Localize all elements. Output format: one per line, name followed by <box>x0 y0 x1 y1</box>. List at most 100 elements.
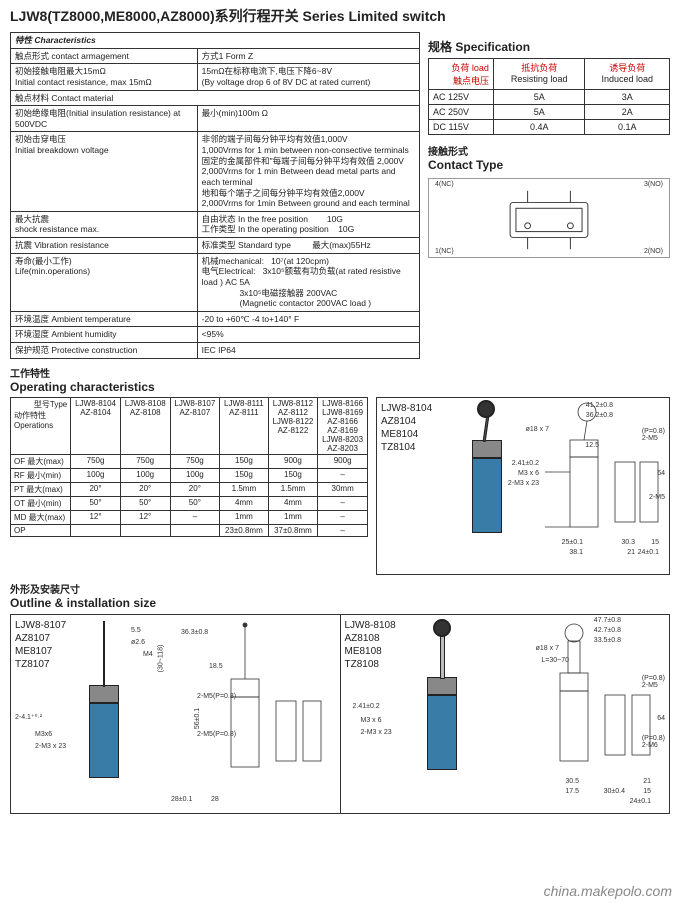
spec-ind-en: Induced load <box>601 74 653 84</box>
dim-label: 2-M5(P=0.8) <box>197 693 236 700</box>
page-title: LJW8(TZ8000,ME8000,AZ8000)系列行程开关 Series … <box>10 6 670 26</box>
dim-label: 64 <box>657 715 665 722</box>
op-cell: – <box>318 496 368 510</box>
char-cell: 初始绝缘电阻(Initial insulation resistance) at… <box>11 106 198 132</box>
outline-svg-8108 <box>505 619 665 811</box>
char-cell: 15mΩ在标称电流下,电压下降6~8V (By voltage drop 6 o… <box>197 64 419 90</box>
op-col-header: LJW8-8111 AZ-8111 <box>220 397 268 454</box>
op-cell: PT 最大(max) <box>11 482 71 496</box>
op-cell: 4mm <box>220 496 268 510</box>
dim-label: 47.7±0.8 <box>594 617 621 624</box>
char-cell: 初始击穿电压 Initial breakdown voltage <box>11 132 198 211</box>
dim-label: (P=0.8) 2-M5 <box>642 428 665 442</box>
characteristics-table: 特性 Characteristics 触点形式 contact armageme… <box>10 32 420 359</box>
dim-label: 24±0.1 <box>630 798 651 805</box>
outline-heading-en: Outline & installation size <box>10 596 156 610</box>
spec-res-cn: 抵抗负荷 <box>521 63 557 73</box>
op-table: 型号Type动作特性 OperationsLJW8-8104 AZ-8104 LJ… <box>10 397 368 537</box>
char-cell: 标准类型 Standard type 最大(max)55Hz <box>197 238 419 254</box>
dim-label: 56±0.1 <box>194 707 201 728</box>
dim-label: 28 <box>211 796 219 803</box>
dim-label: 2-M5(P=0.8) <box>197 731 236 738</box>
dim-label: 21 <box>643 778 651 785</box>
op-cell: 4mm <box>268 496 318 510</box>
op-cell: – <box>318 510 368 524</box>
contact-diagram: 4(NC) 3(NO) 1(NC) 2(NO) <box>428 178 670 258</box>
dim-label: L=30~70 <box>541 657 569 664</box>
spec-heading-cn: 规格 <box>428 40 452 54</box>
dim-label: 36.2±0.8 <box>586 412 613 419</box>
op-cell: 750g <box>120 454 170 468</box>
dim-label: (30~118) <box>157 644 164 672</box>
op-cell: 50° <box>71 496 121 510</box>
char-cell: 寿命(最小工作) Life(min.operations) <box>11 253 198 311</box>
spec-cell: 5A <box>493 105 584 120</box>
op-heading-cn: 工作特性 <box>10 365 670 380</box>
op-cell: 50° <box>120 496 170 510</box>
dim-label: 38.1 <box>569 549 583 556</box>
dim-label: 12.5 <box>585 442 599 449</box>
watermark: china.makepolo.com <box>544 883 672 899</box>
dim-label: 15 <box>643 788 651 795</box>
op-cell <box>120 524 170 536</box>
contact-heading: 接触形式 Contact Type <box>428 143 670 172</box>
op-cell: 1.5mm <box>268 482 318 496</box>
dim-label: 24±0.1 <box>638 549 659 556</box>
op-cell: 12° <box>71 510 121 524</box>
op-col-header: LJW8-8104 AZ-8104 <box>71 397 121 454</box>
dim-label: ø18 x 7 <box>526 426 549 433</box>
spec-cell: 2A <box>585 105 670 120</box>
char-heading: 特性 Characteristics <box>11 33 420 49</box>
spec-volt-cn: 触点电压 <box>453 76 489 86</box>
op-cell: 1mm <box>268 510 318 524</box>
op-cell: OP <box>11 524 71 536</box>
op-cell: 20° <box>120 482 170 496</box>
op-col-header: LJW8-8107 AZ-8107 <box>170 397 220 454</box>
spec-res-en: Resisting load <box>511 74 568 84</box>
dim-label: 33.5±0.8 <box>594 637 621 644</box>
op-cell: – <box>170 510 220 524</box>
spec-heading: 规格 Specification <box>428 38 670 55</box>
contact-label-3no: 3(NO) <box>644 181 663 188</box>
dim-label: 18.5 <box>209 663 223 670</box>
char-cell: 触点形式 contact armagement <box>11 48 198 64</box>
outline-heading-cn: 外形及安装尺寸 <box>10 581 670 596</box>
op-cell: MD 最大(max) <box>11 510 71 524</box>
spec-cell: DC 115V <box>429 120 494 135</box>
op-cell <box>170 524 220 536</box>
dim-label: 5.5 <box>131 627 141 634</box>
op-corner: 型号Type动作特性 Operations <box>11 397 71 454</box>
op-cell: 1mm <box>220 510 268 524</box>
diagram-8108: LJW8-8108 AZ8108 ME8108 TZ8108 47.7±0 <box>341 614 671 814</box>
op-cell: 150g <box>220 468 268 482</box>
dim-label: M3x6 <box>35 731 52 738</box>
op-cell: 900g <box>318 454 368 468</box>
op-cell: 20° <box>170 482 220 496</box>
char-cell: 机械mechanical: 10⁷(at 120cpm) 电气Electrica… <box>197 253 419 311</box>
dim-label: ø18 x 7 <box>536 645 559 652</box>
char-cell: 非邻的端子间每分钟平均有效值1,000V 1,000Vrms for 1 min… <box>197 132 419 211</box>
dim-label: 41.2±0.8 <box>586 402 613 409</box>
contact-label-2no: 2(NO) <box>644 248 663 255</box>
op-heading: 工作特性 Operating characteristics <box>10 365 670 394</box>
op-cell: 100g <box>120 468 170 482</box>
char-cell: IEC IP64 <box>197 343 419 359</box>
op-cell: 750g <box>71 454 121 468</box>
char-cell: 最小(min)100m Ω <box>197 106 419 132</box>
dim-label: (P=0.8) 2-M6 <box>642 735 665 749</box>
op-cell: RF 最小(min) <box>11 468 71 482</box>
spec-cell: 5A <box>493 90 584 105</box>
op-col-header: LJW8-8112 AZ-8112 LJW8-8122 AZ-8122 <box>268 397 318 454</box>
dim-label: (P=0.8) 2-M5 <box>642 675 665 689</box>
spec-load-cn: 负荷 load <box>451 63 489 73</box>
op-col-header: LJW8-8166 LJW8-8169 AZ-8166 AZ-8169 LJW8… <box>318 397 368 454</box>
op-cell: – <box>318 468 368 482</box>
op-heading-en: Operating characteristics <box>10 380 155 394</box>
char-cell: 抗震 Vibration resistance <box>11 238 198 254</box>
outline-heading: 外形及安装尺寸 Outline & installation size <box>10 581 670 610</box>
char-cell: -20 to +60℃ -4 to+140° F <box>197 311 419 327</box>
char-cell: 初始接触电阻最大15mΩ Initial contact resistance,… <box>11 64 198 90</box>
dim-label: 30.3 <box>621 539 635 546</box>
op-cell: 100g <box>71 468 121 482</box>
dim-label: 30±0.4 <box>604 788 625 795</box>
